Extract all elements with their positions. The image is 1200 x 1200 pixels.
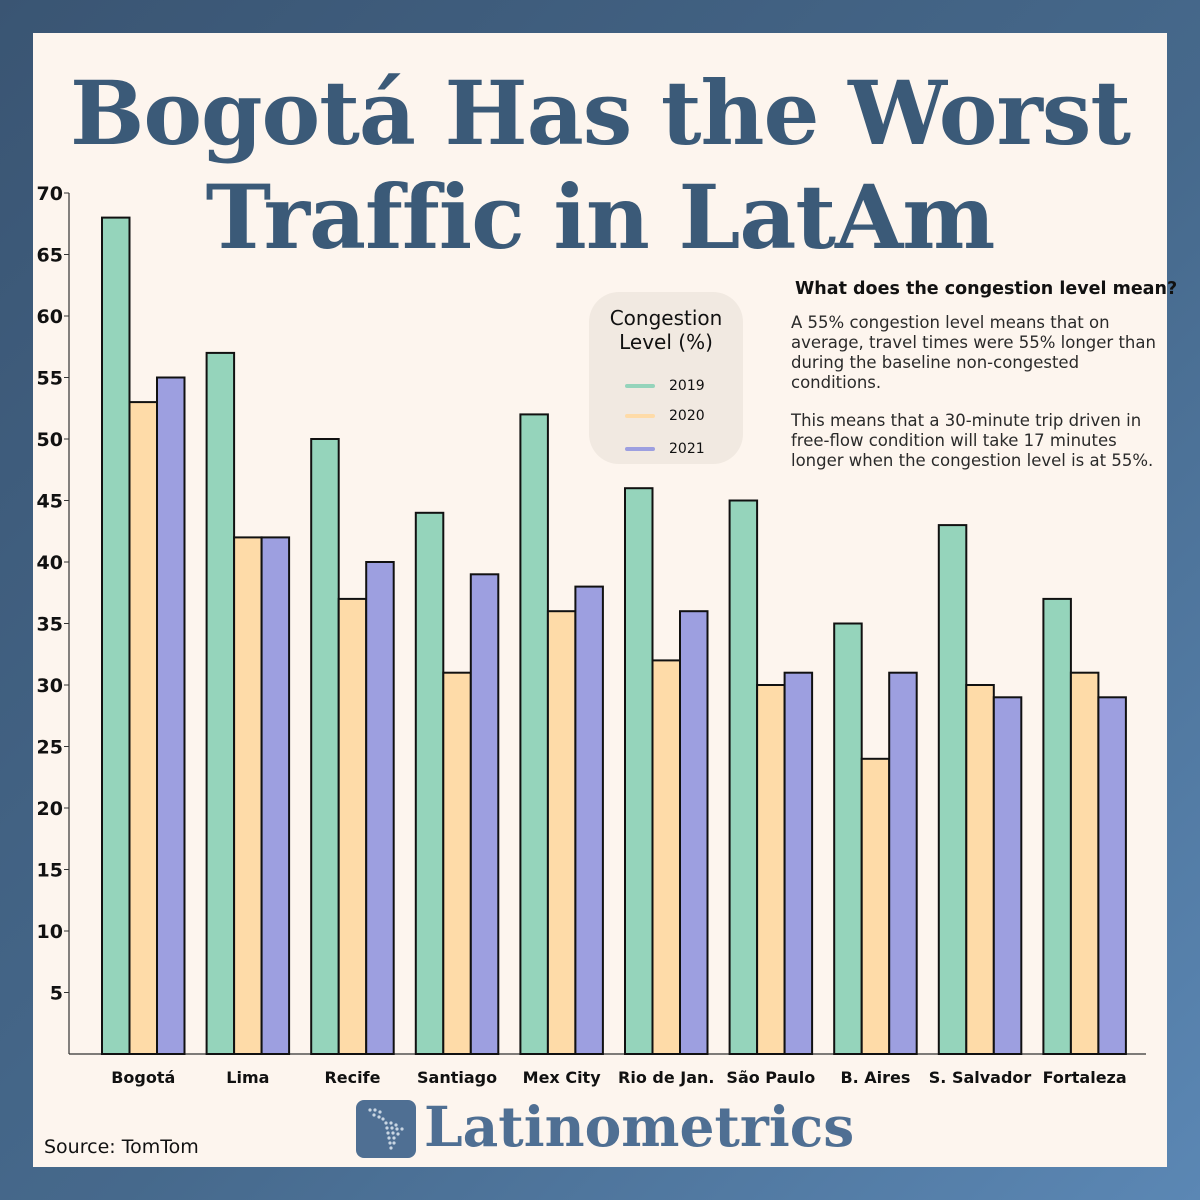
bar-2020 — [233, 536, 263, 1055]
bar-2021 — [260, 536, 291, 1055]
y-tick-label: 5 — [50, 983, 63, 1005]
x-tick-label: B. Aires — [840, 1068, 910, 1087]
x-tick-label: Fortaleza — [1043, 1068, 1127, 1087]
bar-2020 — [651, 659, 681, 1056]
bar-2019 — [519, 413, 549, 1055]
y-tick-label: 40 — [37, 552, 63, 574]
infographic-card: Bogotá Has the Worst Traffic in LatAm 5 1… — [33, 33, 1178, 1167]
y-tick-label: 65 — [37, 245, 63, 267]
y-tick-label: 15 — [37, 860, 63, 882]
bar-2019 — [728, 499, 759, 1055]
bar-2019 — [310, 438, 340, 1055]
bar-2021 — [888, 671, 918, 1055]
x-tick-label: Rio de Jan. — [618, 1068, 714, 1087]
bar-2021 — [992, 696, 1023, 1055]
x-tick-label: S. Salvador — [929, 1068, 1032, 1087]
brand-name: Latinometrics — [424, 1094, 855, 1159]
legend-item-2019: 2019 — [625, 376, 735, 396]
x-tick-label: Mex City — [523, 1068, 602, 1087]
y-tick-label: 30 — [37, 675, 63, 697]
x-tick-label: Lima — [226, 1068, 269, 1087]
legend-item-2021: 2021 — [625, 439, 735, 459]
bar-2019 — [624, 487, 654, 1055]
legend-swatch-2020 — [625, 414, 655, 418]
bar-2019 — [101, 216, 131, 1056]
y-tick-label: 55 — [37, 368, 63, 390]
bar-2019 — [833, 622, 863, 1055]
bar-2021 — [679, 610, 709, 1055]
x-tick-label: Bogotá — [111, 1068, 175, 1087]
bar-2020 — [546, 610, 577, 1055]
legend-title-line-2: Level (%) — [619, 330, 713, 354]
title-line-1: Bogotá Has the Worst — [69, 61, 1131, 165]
bar-2020 — [1069, 671, 1100, 1055]
brand-logo: Latinometrics — [356, 1094, 876, 1162]
bar-2019 — [414, 511, 445, 1055]
y-tick-label: 35 — [37, 614, 63, 636]
x-tick-label: Recife — [324, 1068, 380, 1087]
bar-2020 — [860, 757, 891, 1055]
legend-label-2019: 2019 — [669, 378, 705, 394]
bar-2020 — [965, 684, 995, 1055]
bar-2021 — [365, 561, 395, 1055]
bar-2019 — [1042, 597, 1072, 1056]
bar-2021 — [783, 671, 814, 1055]
bar-2020 — [337, 597, 368, 1056]
congestion-explainer: What does the congestion level mean? A 5… — [791, 279, 1178, 489]
chart-legend: Congestion Level (%) 2019 2020 2021 — [589, 292, 743, 464]
y-tick-label: 60 — [37, 306, 63, 328]
bar-chart: 5 10 15 20 25 30 35 40 45 50 55 60 65 70 Bogotá Lima Rec… — [37, 183, 1146, 1087]
y-tick-label: 50 — [37, 429, 63, 451]
legend-item-2020: 2020 — [625, 406, 735, 426]
latin-america-map-icon — [356, 1100, 416, 1158]
legend-label-2020: 2020 — [669, 408, 705, 424]
legend-swatch-2019 — [625, 384, 655, 388]
y-tick-label: 45 — [37, 491, 63, 513]
y-tick-label: 70 — [37, 183, 63, 205]
page-title: Bogotá Has the Worst Traffic in LatAm — [33, 61, 1167, 269]
x-tick-label: Santiago — [417, 1068, 497, 1087]
bar-2021 — [469, 573, 500, 1055]
title-line-2: Traffic in LatAm — [205, 165, 996, 269]
explainer-paragraph-2: This means that a 30-minute trip driven … — [791, 411, 1154, 470]
legend-title-line-1: Congestion — [609, 306, 723, 330]
bar-2019 — [205, 351, 236, 1055]
legend-title: Congestion Level (%) — [589, 306, 743, 354]
bar-2021 — [574, 585, 604, 1055]
bar-2020 — [128, 401, 158, 1056]
legend-label-2021: 2021 — [669, 441, 705, 457]
y-tick-label: 20 — [37, 798, 63, 820]
legend-swatch-2021 — [625, 447, 655, 451]
bar-2020 — [756, 684, 786, 1055]
explainer-paragraph-1: A 55% congestion level means that on ave… — [791, 313, 1156, 392]
y-tick-label: 10 — [37, 921, 63, 943]
bar-2020 — [442, 671, 472, 1055]
latin-america-map-shape — [368, 1108, 404, 1150]
y-tick-label: 25 — [37, 737, 63, 759]
bar-2021 — [1097, 696, 1127, 1055]
x-tick-label: São Paulo — [726, 1068, 815, 1087]
bar-2019 — [937, 524, 968, 1056]
bar-2021 — [156, 376, 186, 1055]
source-note: Source: TomTom — [44, 1136, 199, 1158]
explainer-heading: What does the congestion level mean? — [795, 279, 1178, 299]
